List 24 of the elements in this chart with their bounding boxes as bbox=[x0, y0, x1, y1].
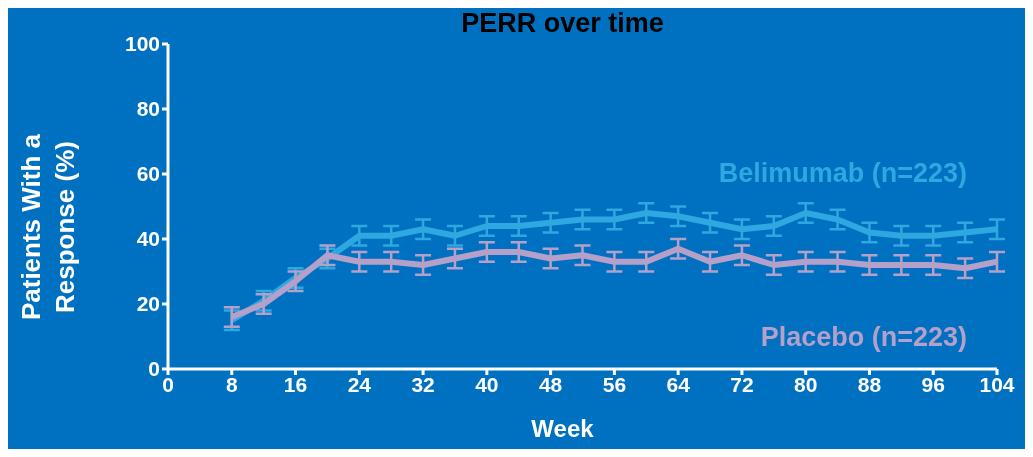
y-tick-label: 100 bbox=[124, 32, 160, 56]
y-tick-label: 40 bbox=[136, 227, 160, 251]
x-tick-label: 88 bbox=[857, 372, 882, 396]
y-axis-title: Patients With a Response (%) bbox=[15, 132, 81, 322]
x-tick-label: 8 bbox=[225, 372, 238, 396]
x-tick-label: 104 bbox=[979, 372, 1015, 396]
x-tick-label: 48 bbox=[538, 372, 563, 396]
x-tick-label: 56 bbox=[602, 372, 627, 396]
x-tick-label: 16 bbox=[283, 372, 308, 396]
x-tick-label: 72 bbox=[730, 372, 754, 396]
x-tick-label: 32 bbox=[411, 372, 435, 396]
x-tick-label: 96 bbox=[921, 372, 945, 396]
x-tick-label: 40 bbox=[475, 372, 499, 396]
series-label: Placebo (n=223) bbox=[760, 321, 967, 353]
y-tick-label: 80 bbox=[136, 97, 160, 121]
y-tick-label: 60 bbox=[136, 162, 160, 186]
series-label: Belimumab (n=223) bbox=[718, 158, 967, 190]
x-tick-label: 64 bbox=[666, 372, 691, 396]
chart-title: PERR over time bbox=[461, 8, 664, 38]
x-tick-label: 24 bbox=[347, 372, 372, 396]
x-tick-label: 80 bbox=[794, 372, 818, 396]
y-tick-label: 20 bbox=[136, 292, 160, 316]
x-axis-title: Week bbox=[530, 415, 595, 443]
y-tick-label: 0 bbox=[148, 357, 160, 381]
